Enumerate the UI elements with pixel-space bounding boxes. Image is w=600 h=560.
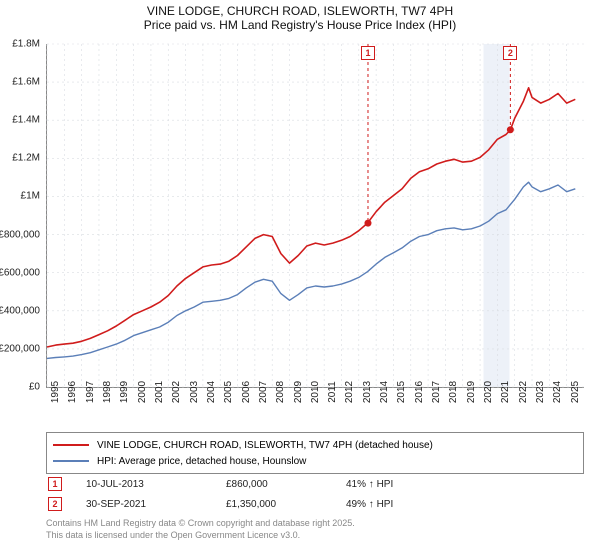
x-tick-label: 2019 [466,381,477,403]
table-row: 2 30-SEP-2021 £1,350,000 49% ↑ HPI [46,494,584,514]
x-tick-label: 2009 [293,381,304,403]
y-tick-label: £1.6M [12,77,40,88]
x-tick-label: 1999 [119,381,130,403]
x-tick-label: 2011 [327,381,338,403]
marker-badge: 2 [48,497,62,511]
footer-line: This data is licensed under the Open Gov… [46,530,584,542]
legend-label: HPI: Average price, detached house, Houn… [97,456,306,467]
x-axis: 1995199619971998199920002001200220032004… [46,390,584,430]
chart-title-line1: VINE LODGE, CHURCH ROAD, ISLEWORTH, TW7 … [0,4,600,18]
x-tick-label: 2025 [570,381,581,403]
x-tick-label: 2020 [483,381,494,403]
legend: VINE LODGE, CHURCH ROAD, ISLEWORTH, TW7 … [46,432,584,474]
x-tick-label: 2007 [258,381,269,403]
marker-date: 10-JUL-2013 [86,479,226,490]
chart-container: VINE LODGE, CHURCH ROAD, ISLEWORTH, TW7 … [0,0,600,560]
y-axis: £0£200,000£400,000£600,000£800,000£1M£1.… [0,44,44,388]
marker-pct: 41% ↑ HPI [346,479,466,490]
x-tick-label: 2004 [206,381,217,403]
x-tick-label: 2024 [552,381,563,403]
x-tick-label: 2017 [431,381,442,403]
table-row: 1 10-JUL-2013 £860,000 41% ↑ HPI [46,474,584,494]
legend-swatch [53,444,89,446]
x-tick-label: 2018 [448,381,459,403]
y-tick-label: £1.8M [12,39,40,50]
legend-row: HPI: Average price, detached house, Houn… [53,453,577,469]
marker-price: £1,350,000 [226,499,346,510]
x-tick-label: 2022 [518,381,529,403]
x-tick-label: 2002 [171,381,182,403]
x-tick-label: 1998 [102,381,113,403]
x-tick-label: 2014 [379,381,390,403]
x-tick-label: 2001 [154,381,165,403]
x-tick-label: 2008 [275,381,286,403]
marker-badge: 1 [48,477,62,491]
footer-line: Contains HM Land Registry data © Crown c… [46,518,584,530]
marker-callout: 1 [361,46,375,60]
x-tick-label: 1997 [85,381,96,403]
marker-pct: 49% ↑ HPI [346,499,466,510]
x-tick-label: 2015 [396,381,407,403]
x-tick-label: 2016 [414,381,425,403]
x-tick-label: 2010 [310,381,321,403]
x-tick-label: 2023 [535,381,546,403]
y-tick-label: £1M [21,191,40,202]
x-tick-label: 2013 [362,381,373,403]
plot-svg [47,44,584,387]
y-tick-label: £200,000 [0,343,40,354]
plot-area: 12 [46,44,584,388]
y-tick-label: £1.4M [12,115,40,126]
x-tick-label: 1996 [67,381,78,403]
x-tick-label: 2012 [344,381,355,403]
footer: Contains HM Land Registry data © Crown c… [46,518,584,541]
y-tick-label: £800,000 [0,229,40,240]
x-tick-label: 2000 [137,381,148,403]
marker-date: 30-SEP-2021 [86,499,226,510]
x-tick-label: 1995 [50,381,61,403]
legend-row: VINE LODGE, CHURCH ROAD, ISLEWORTH, TW7 … [53,437,577,453]
y-tick-label: £600,000 [0,267,40,278]
x-tick-label: 2006 [241,381,252,403]
chart-title-line2: Price paid vs. HM Land Registry's House … [0,18,600,32]
x-tick-label: 2005 [223,381,234,403]
y-tick-label: £0 [29,382,40,393]
x-tick-label: 2021 [500,381,511,403]
markers-table: 1 10-JUL-2013 £860,000 41% ↑ HPI 2 30-SE… [46,474,584,514]
x-tick-label: 2003 [189,381,200,403]
legend-label: VINE LODGE, CHURCH ROAD, ISLEWORTH, TW7 … [97,440,433,451]
chart-title-block: VINE LODGE, CHURCH ROAD, ISLEWORTH, TW7 … [0,0,600,36]
y-tick-label: £1.2M [12,153,40,164]
y-tick-label: £400,000 [0,305,40,316]
marker-price: £860,000 [226,479,346,490]
marker-callout: 2 [503,46,517,60]
legend-swatch [53,460,89,462]
